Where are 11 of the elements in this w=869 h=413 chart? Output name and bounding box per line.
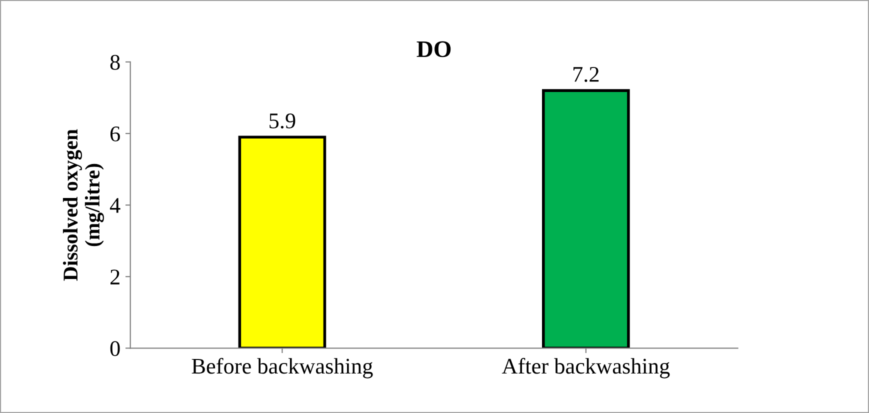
data-label: 7.2	[574, 66, 599, 82]
y-tick-label: 6	[110, 126, 120, 142]
y-tick-label: 4	[110, 198, 120, 213]
x-tick-label: Before backwashing	[192, 358, 373, 378]
y-axis-title: Dissolved oxygen (mg/litre)	[62, 129, 104, 281]
x-tick-label: After backwashing	[502, 358, 670, 378]
y-tick-label: 0	[110, 341, 120, 356]
data-label: 5.9	[270, 113, 296, 128]
y-tick-label: 2	[110, 270, 120, 284]
y-tick-label: 8	[110, 54, 120, 70]
chart-title: DO	[416, 41, 451, 58]
